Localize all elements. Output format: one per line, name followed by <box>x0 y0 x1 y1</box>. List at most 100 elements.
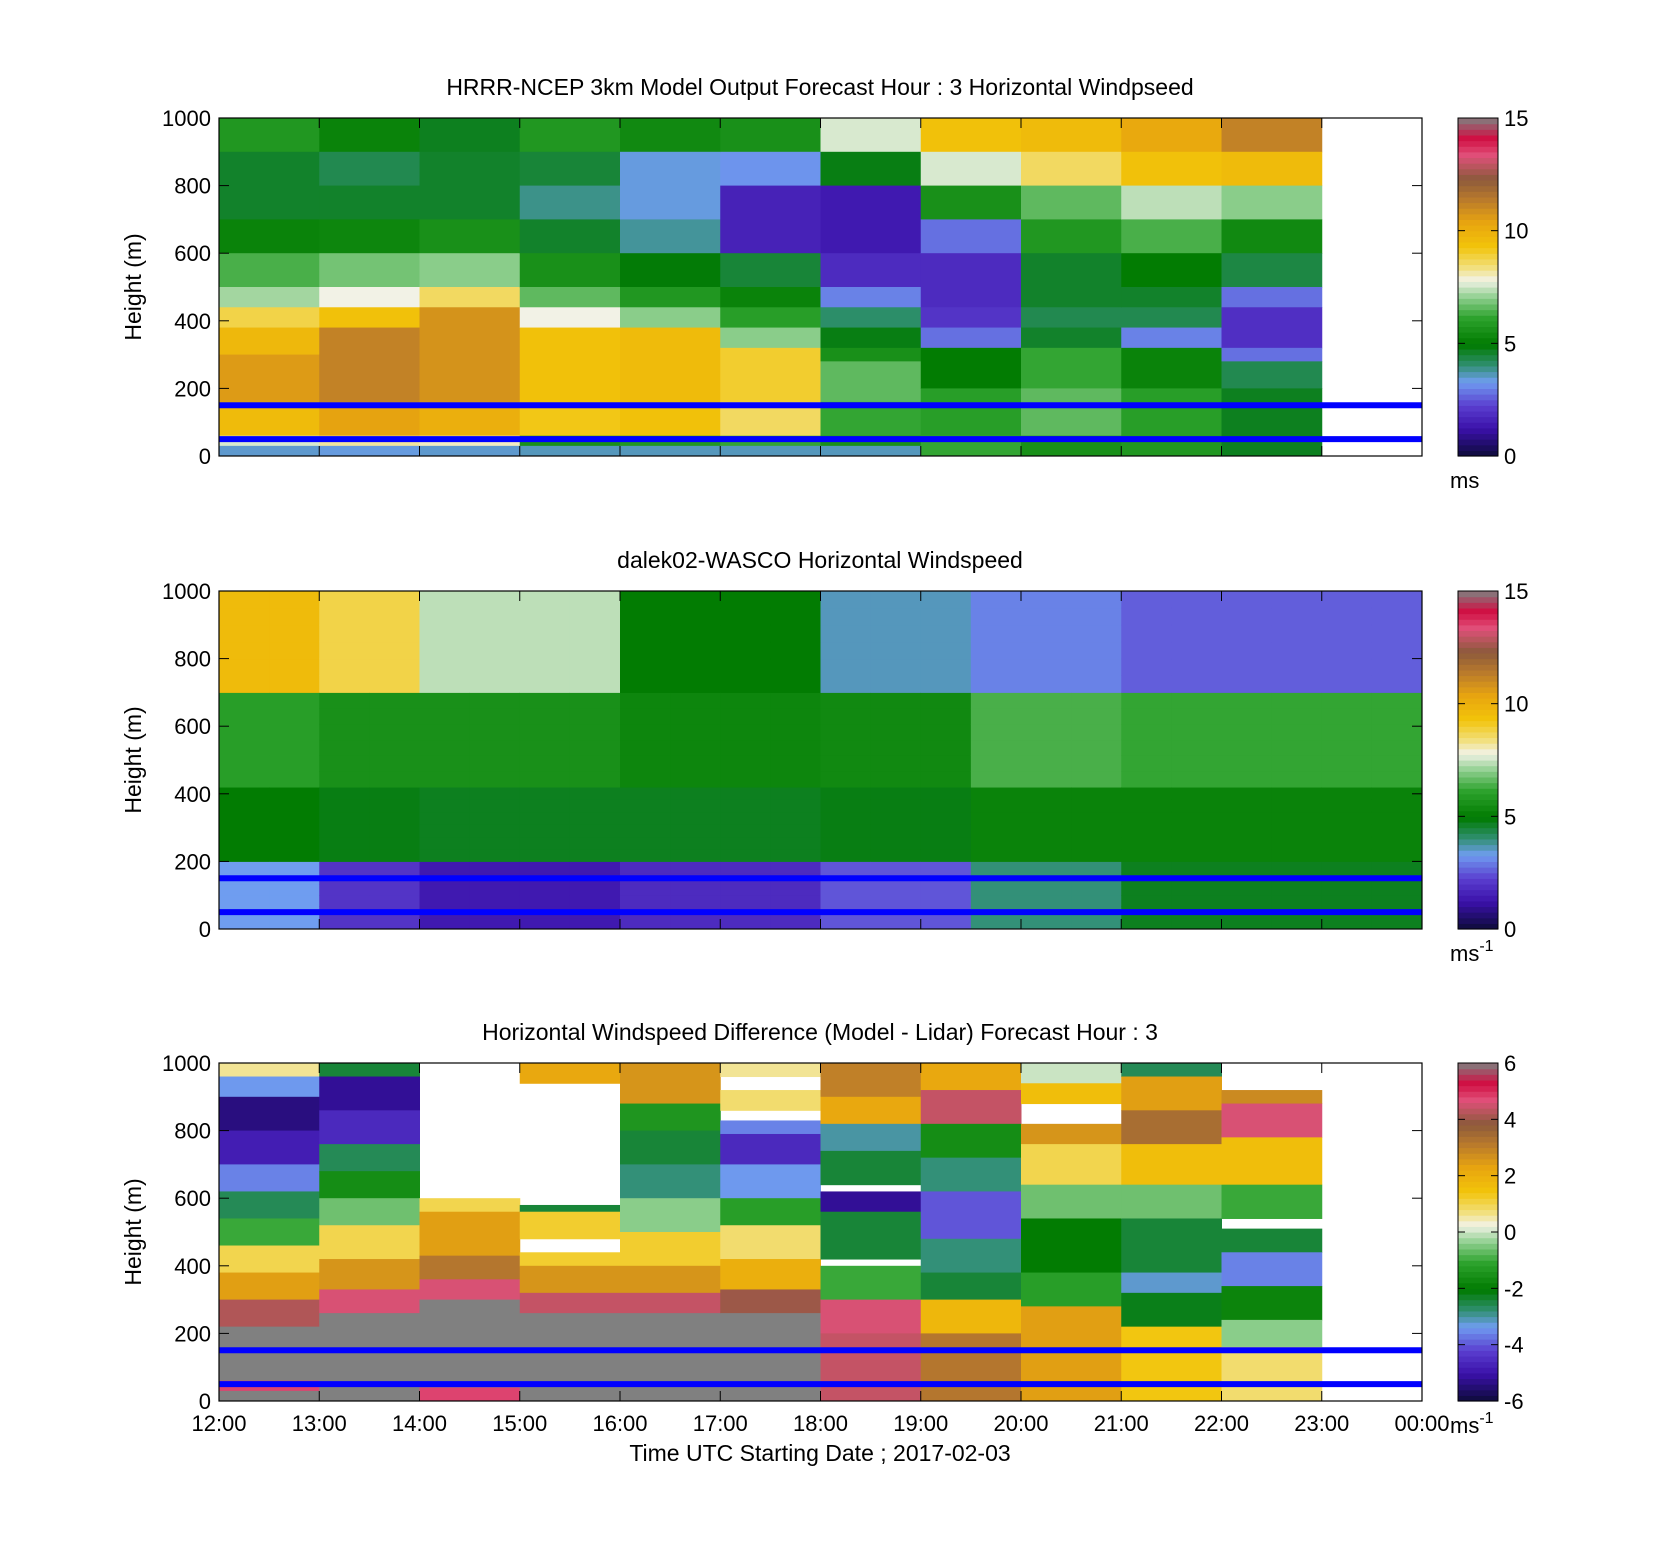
heatmap-cell <box>219 849 270 862</box>
heatmap-cell <box>319 327 420 403</box>
colorbar-tick-label: 5 <box>1504 804 1516 829</box>
heatmap-cell <box>219 755 270 772</box>
heatmap-cell <box>219 307 320 329</box>
heatmap-cell <box>319 607 370 626</box>
colorbar-tick: 6 <box>1458 1051 1516 1076</box>
heatmap-cell <box>219 723 270 741</box>
heatmap-cell <box>870 755 922 772</box>
heatmap-cell <box>1221 692 1273 709</box>
heatmap-cell <box>1271 658 1323 676</box>
heatmap-cell <box>920 1063 1022 1091</box>
heatmap-cell <box>519 849 571 862</box>
colorbar-swatch <box>1458 213 1498 220</box>
heatmap-cell <box>720 723 771 741</box>
heatmap-cell <box>1071 692 1122 709</box>
heatmap-cell <box>1121 151 1222 187</box>
heatmap-cell <box>1371 607 1422 626</box>
heatmap-cell <box>720 675 771 693</box>
heatmap-cell <box>319 1259 420 1290</box>
heatmap-cell <box>1371 787 1422 800</box>
colorbar-swatch <box>1458 1119 1498 1126</box>
heatmap-cell <box>519 1063 621 1084</box>
heatmap-cell <box>1121 708 1172 725</box>
heatmap-cell <box>920 1272 1022 1301</box>
heatmap-cell <box>519 287 621 308</box>
heatmap-cell <box>569 755 621 772</box>
heatmap-cell <box>219 1299 320 1328</box>
heatmap-cell <box>1221 658 1273 676</box>
heatmap-cell <box>1321 771 1373 788</box>
colorbar-swatch <box>1458 1124 1498 1132</box>
heatmap-cell <box>1171 591 1222 609</box>
heatmap-cell <box>419 771 471 788</box>
y-tick: 600 <box>174 714 1422 739</box>
heatmap-cell <box>319 824 370 838</box>
heatmap-cell <box>1371 641 1422 660</box>
heatmap-cell <box>1121 607 1172 626</box>
heatmap-cell <box>519 771 571 788</box>
colorbar-swatch <box>1458 1136 1498 1143</box>
heatmap-cell <box>469 824 521 838</box>
colorbar-swatch <box>1458 805 1498 812</box>
colorbar-swatch <box>1458 664 1498 671</box>
colorbar-frame <box>1457 117 1499 457</box>
heatmap-cell <box>569 675 621 693</box>
y-ticks: 0 200 400 600 800 1000 <box>162 1051 1422 1414</box>
colorbar-swatch <box>1458 1085 1498 1092</box>
heatmap-cell <box>569 658 621 676</box>
colorbar-swatch <box>1458 208 1498 215</box>
heatmap-cell <box>870 824 922 838</box>
heatmap-cell <box>219 624 270 643</box>
heatmap-cell <box>1321 824 1373 838</box>
heatmap-cell <box>369 917 420 929</box>
heatmap-cell <box>1071 771 1122 788</box>
heatmap-cell <box>519 799 571 813</box>
x-tick: 23:00 <box>1294 1063 1349 1436</box>
colorbar-swatch <box>1458 1361 1498 1368</box>
heatmap-cell <box>369 883 420 896</box>
colorbar-swatch <box>1458 1141 1498 1149</box>
colorbar-swatch <box>1458 348 1498 356</box>
heatmap-cell <box>519 739 571 756</box>
colorbar-swatch <box>1458 1310 1498 1318</box>
heatmap-cell <box>1321 675 1373 693</box>
colorbar-swatch <box>1458 726 1498 733</box>
heatmap-cell <box>720 692 771 709</box>
colorbar-tick: 10 <box>1458 692 1528 717</box>
heatmap-cell <box>920 755 972 772</box>
colorbar-frame <box>1457 590 1499 930</box>
colorbar-swatch <box>1458 714 1498 722</box>
heatmap-cell <box>620 675 671 693</box>
heatmap-cell <box>720 811 771 825</box>
heatmap-cell <box>1221 755 1273 772</box>
colorbar: 0 5 10 15 ms <box>1450 106 1528 493</box>
x-axis-label: Time UTC Starting Date ; 2017-02-03 <box>629 1440 1010 1466</box>
colorbar-swatch <box>1458 1079 1498 1087</box>
heatmap-cell <box>319 692 370 709</box>
heatmap-cell <box>770 883 821 896</box>
colorbar-swatch <box>1458 1243 1498 1250</box>
y-tick: 400 <box>174 1254 1422 1279</box>
colorbar-tick: 5 <box>1458 331 1516 356</box>
heatmap-cell <box>1121 1076 1222 1111</box>
heatmap-cell <box>670 708 721 725</box>
colorbar-swatch <box>1458 698 1498 705</box>
heatmap-cell <box>870 723 922 741</box>
heatmap-cell <box>469 755 521 772</box>
colorbar-tick-label: 10 <box>1504 219 1528 244</box>
heatmap-cell <box>820 347 922 362</box>
heatmap-cell <box>820 307 922 329</box>
heatmap-cell <box>1221 675 1273 693</box>
colorbar-tick: 15 <box>1458 106 1528 131</box>
colorbar-swatch <box>1458 912 1498 919</box>
heatmap-cell <box>1121 755 1172 772</box>
heatmap-cell <box>1271 771 1323 788</box>
heatmap-cell <box>620 445 721 456</box>
colorbar-swatch <box>1458 1333 1498 1340</box>
heatmap-cell <box>670 692 721 709</box>
colorbar-swatch <box>1458 1293 1498 1301</box>
heatmap-cell <box>1121 787 1172 800</box>
y-tick-label: 200 <box>174 849 211 874</box>
colorbar-swatch <box>1458 709 1498 716</box>
heatmap-cell <box>419 755 471 772</box>
